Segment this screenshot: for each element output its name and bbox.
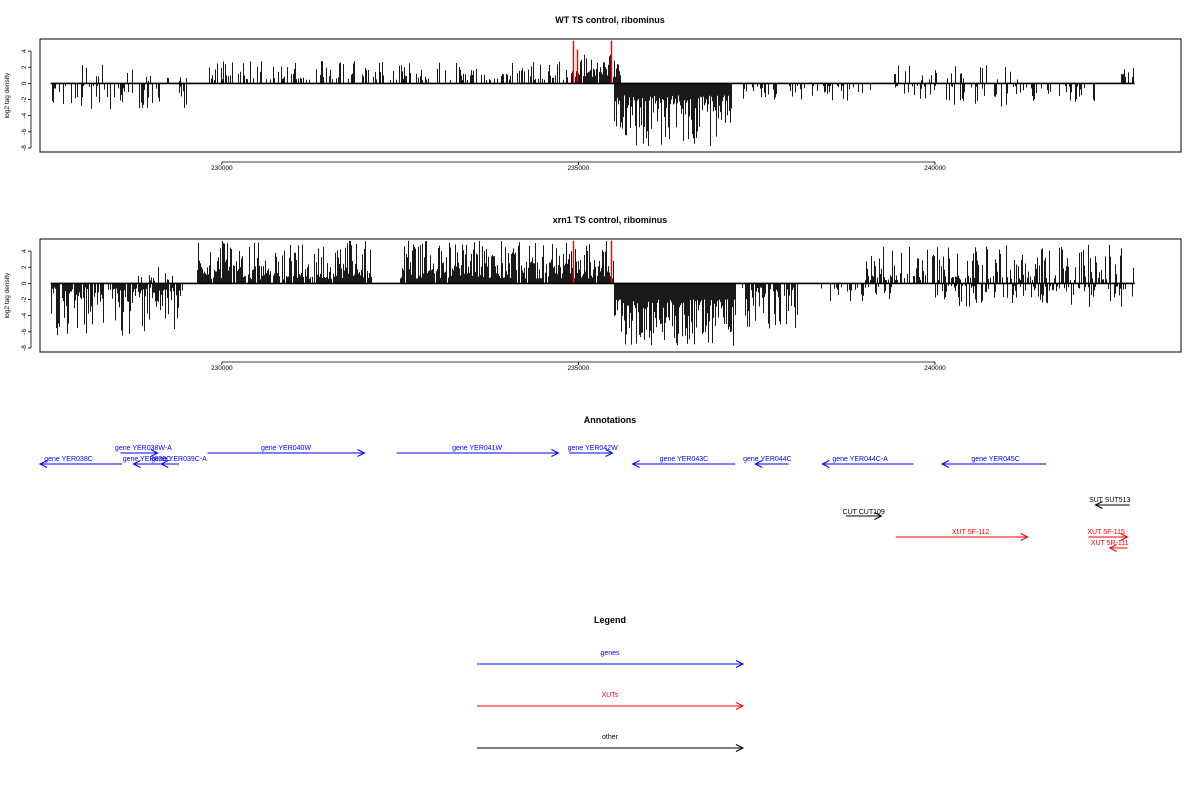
- coverage-bars: [52, 40, 1134, 147]
- feature-arrow: [160, 460, 180, 468]
- y-tick-label: -6: [21, 129, 28, 135]
- x-tick-label: 235000: [568, 165, 590, 172]
- x-tick-label: 230000: [211, 365, 233, 372]
- y-tick-label: -2: [21, 296, 28, 302]
- plot-frame: [39, 238, 1182, 353]
- feature-label: SUT SUT513: [1089, 497, 1131, 504]
- legend: Legend genes XUTs other: [477, 615, 745, 752]
- y-tick-label: -4: [21, 312, 28, 318]
- feature-label: gene YER044C-A: [832, 456, 888, 463]
- feature-arrow: [940, 460, 1047, 468]
- feature-label: gene YER042W: [568, 445, 618, 452]
- coverage-bars: [51, 240, 1134, 346]
- feature-label: gene YER038W-A: [115, 445, 172, 452]
- legend-arrow: [477, 744, 745, 752]
- legend-label: genes: [600, 650, 620, 657]
- panel-title: xrn1 TS control, ribominus: [553, 215, 668, 225]
- legend-title: Legend: [594, 615, 626, 625]
- feature-arrow: [1088, 533, 1129, 541]
- legend-arrow: [477, 702, 745, 710]
- feature-label: gene YER038C: [44, 456, 93, 463]
- y-tick-label: 2: [21, 65, 28, 69]
- feature-arrow: [631, 460, 736, 468]
- feature-arrow: [207, 449, 366, 457]
- legend-arrow: [477, 660, 745, 668]
- feature-arrow: [895, 533, 1029, 541]
- annotations-track: Annotations gene YER038C gene YER038W-A gen…: [38, 415, 1131, 552]
- y-tick-label: 2: [21, 265, 28, 269]
- legend-label: other: [602, 734, 619, 741]
- feature-label: gene YER044C: [743, 456, 792, 463]
- feature-label: gene YER039C: [123, 456, 172, 463]
- y-tick-label: -6: [21, 329, 28, 335]
- y-tick-label: 4: [21, 49, 28, 53]
- feature-arrow: [845, 512, 883, 520]
- y-axis-label: log2 tag density: [4, 272, 11, 318]
- feature-label: gene YER040W: [261, 445, 311, 452]
- feature-arrow: [821, 460, 914, 468]
- feature-label: gene YER039C-A: [151, 456, 207, 463]
- feature-label: gene YER043C: [660, 456, 709, 463]
- feature-label: CUT CUT109: [843, 509, 885, 516]
- coverage-panel-1: WT TS control, ribominus -8 -6 -4 -2 0 2 4 log2 …: [4, 15, 1182, 172]
- x-tick-label: 240000: [924, 165, 946, 172]
- feature-label: XUT 5F-112: [952, 529, 990, 536]
- x-tick-label: 235000: [568, 365, 590, 372]
- feature-arrow: [396, 449, 560, 457]
- feature-arrow: [569, 449, 614, 457]
- y-tick-label: -4: [21, 112, 28, 118]
- feature-arrow: [120, 449, 159, 457]
- panel-title: WT TS control, ribominus: [555, 15, 665, 25]
- y-axis-label: log2 tag density: [4, 72, 11, 118]
- feature-arrow: [38, 460, 123, 468]
- y-tick-label: 0: [21, 281, 28, 285]
- y-tick-label: -2: [21, 96, 28, 102]
- annotations-title: Annotations: [584, 415, 637, 425]
- coverage-panel-2: xrn1 TS control, ribominus -8 -6 -4 -2 0 2 4 log…: [4, 215, 1182, 372]
- y-tick-label: 4: [21, 249, 28, 253]
- feature-label: gene YER045C: [971, 456, 1020, 463]
- plot-frame: [39, 38, 1182, 153]
- y-tick-label: -8: [21, 345, 28, 351]
- feature-label: XUT 5F-115: [1087, 529, 1125, 536]
- feature-label: gene YER041W: [452, 445, 502, 452]
- y-tick-label: 0: [21, 81, 28, 85]
- feature-label: XUT 5R-111: [1091, 540, 1129, 547]
- y-tick-label: -8: [21, 145, 28, 151]
- feature-arrow: [754, 460, 789, 468]
- feature-arrow: [1094, 501, 1130, 509]
- feature-arrow: [1108, 544, 1128, 552]
- x-tick-label: 240000: [924, 365, 946, 372]
- legend-label: XUTs: [602, 692, 619, 699]
- x-tick-label: 230000: [211, 165, 233, 172]
